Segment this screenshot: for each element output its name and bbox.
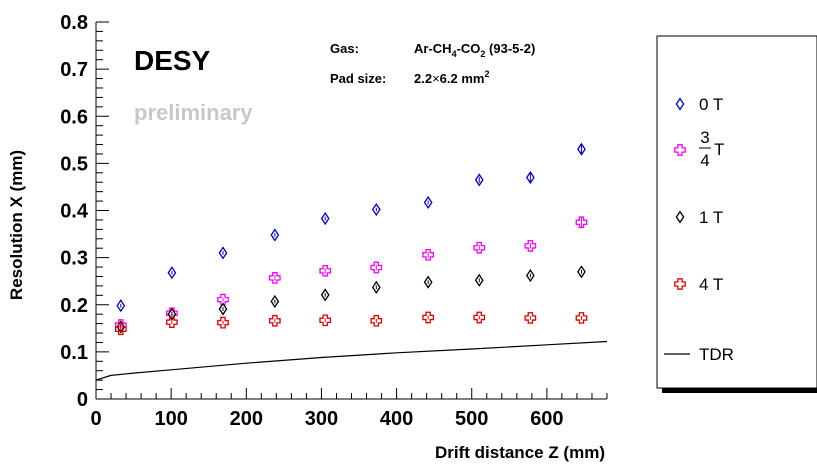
x-tick-labels: 0 100 200 300 400 500 600 [90, 408, 563, 430]
point-1-t [218, 302, 228, 316]
point-0-t [525, 170, 535, 185]
y-axis-ticks [96, 21, 109, 400]
legend-entry-0T: 0 T [675, 95, 723, 114]
legend-label-3-4T-unit: T [714, 140, 724, 159]
legend-entry-TDR: TDR [664, 345, 734, 364]
legend: 0 T 3 4 T 1 T 4 T TDR [656, 35, 817, 393]
point-4-t [473, 311, 486, 324]
point-4-t [114, 323, 127, 336]
x-axis-title: Drift distance Z (mm) [435, 443, 605, 462]
x-tick-label: 600 [530, 408, 563, 430]
gas-formula: Ar-CH4-CO2 (93-5-2) [414, 41, 535, 59]
legend-marker-1T [675, 210, 685, 224]
point-4-t [422, 311, 434, 324]
tdr-curve [95, 340, 608, 381]
pad-size-label: Pad size: [330, 71, 386, 86]
point-0-t [371, 202, 381, 217]
point-3-4-t [269, 272, 281, 284]
pad-size-value: 2.2×6.2 mm2 [414, 69, 490, 86]
legend-label-TDR: TDR [699, 345, 734, 364]
legend-box [656, 35, 817, 389]
legend-marker-4T [674, 278, 686, 290]
y-tick-label: 0.2 [60, 295, 88, 317]
legend-label-3-4T-den: 4 [700, 151, 709, 170]
x-tick-label: 400 [380, 408, 413, 430]
legend-label-4T: 4 T [699, 275, 723, 294]
legend-label-0T: 0 T [699, 95, 723, 114]
point-0-t [218, 246, 228, 260]
point-3-4-t [422, 248, 434, 261]
x-tick-label: 200 [230, 408, 263, 430]
point-1-t [270, 294, 280, 309]
point-3-4-t [524, 239, 537, 252]
y-tick-label: 0.8 [60, 12, 88, 34]
point-4-t [524, 312, 537, 324]
point-4-t [217, 316, 229, 329]
y-tick-labels: 0 0.1 0.2 0.3 0.4 0.5 0.6 0.7 0.8 [60, 12, 89, 411]
point-0-t [116, 299, 126, 313]
legend-entry-1T: 1 T [675, 208, 723, 227]
point-0-t [474, 173, 484, 187]
point-0-t [270, 228, 280, 242]
y-tick-label: 0.7 [60, 59, 88, 81]
y-tick-label: 0.5 [60, 153, 88, 175]
gas-label: Gas: [330, 41, 359, 56]
point-0-t [423, 195, 433, 210]
desy-label: DESY [134, 45, 211, 76]
legend-label-1T: 1 T [699, 208, 723, 227]
x-tick-label: 0 [90, 408, 101, 430]
point-3-4-t [217, 293, 229, 306]
point-4-t [269, 314, 281, 327]
x-tick-label: 500 [455, 408, 488, 430]
y-tick-label: 0 [77, 389, 88, 411]
preliminary-label: preliminary [134, 100, 253, 125]
point-3-4-t [319, 264, 332, 277]
legend-entry-3-4T: 3 4 T [674, 128, 724, 170]
point-4-t [166, 316, 178, 329]
point-3-4-t [575, 216, 588, 229]
point-3-4-t [473, 241, 486, 254]
point-1-t [371, 280, 381, 294]
point-4-t [370, 314, 383, 327]
point-4-t [319, 314, 332, 327]
point-1-t [423, 275, 433, 289]
point-1-t [320, 288, 330, 302]
point-1-t [525, 268, 535, 283]
point-1-t [474, 273, 484, 287]
x-axis-ticks [95, 388, 608, 399]
legend-entry-4T: 4 T [674, 275, 723, 294]
legend-label-3-4T-num: 3 [700, 128, 709, 147]
legend-marker-3-4T [674, 144, 686, 156]
point-0-t [167, 266, 177, 280]
y-axis-title: Resolution X (mm) [7, 150, 26, 300]
y-tick-label: 0.4 [60, 201, 89, 223]
y-tick-label: 0.1 [60, 342, 88, 364]
data-points [114, 142, 588, 336]
point-1-t [577, 265, 586, 279]
point-3-4-t [370, 261, 383, 274]
point-0-t [577, 142, 586, 156]
y-tick-label: 0.3 [60, 248, 88, 270]
x-tick-label: 100 [154, 408, 187, 430]
x-tick-label: 300 [305, 408, 338, 430]
point-4-t [575, 312, 588, 324]
y-tick-label: 0.6 [60, 106, 88, 128]
point-1-t [167, 307, 177, 321]
legend-marker-0T [675, 97, 685, 111]
point-0-t [320, 211, 330, 226]
